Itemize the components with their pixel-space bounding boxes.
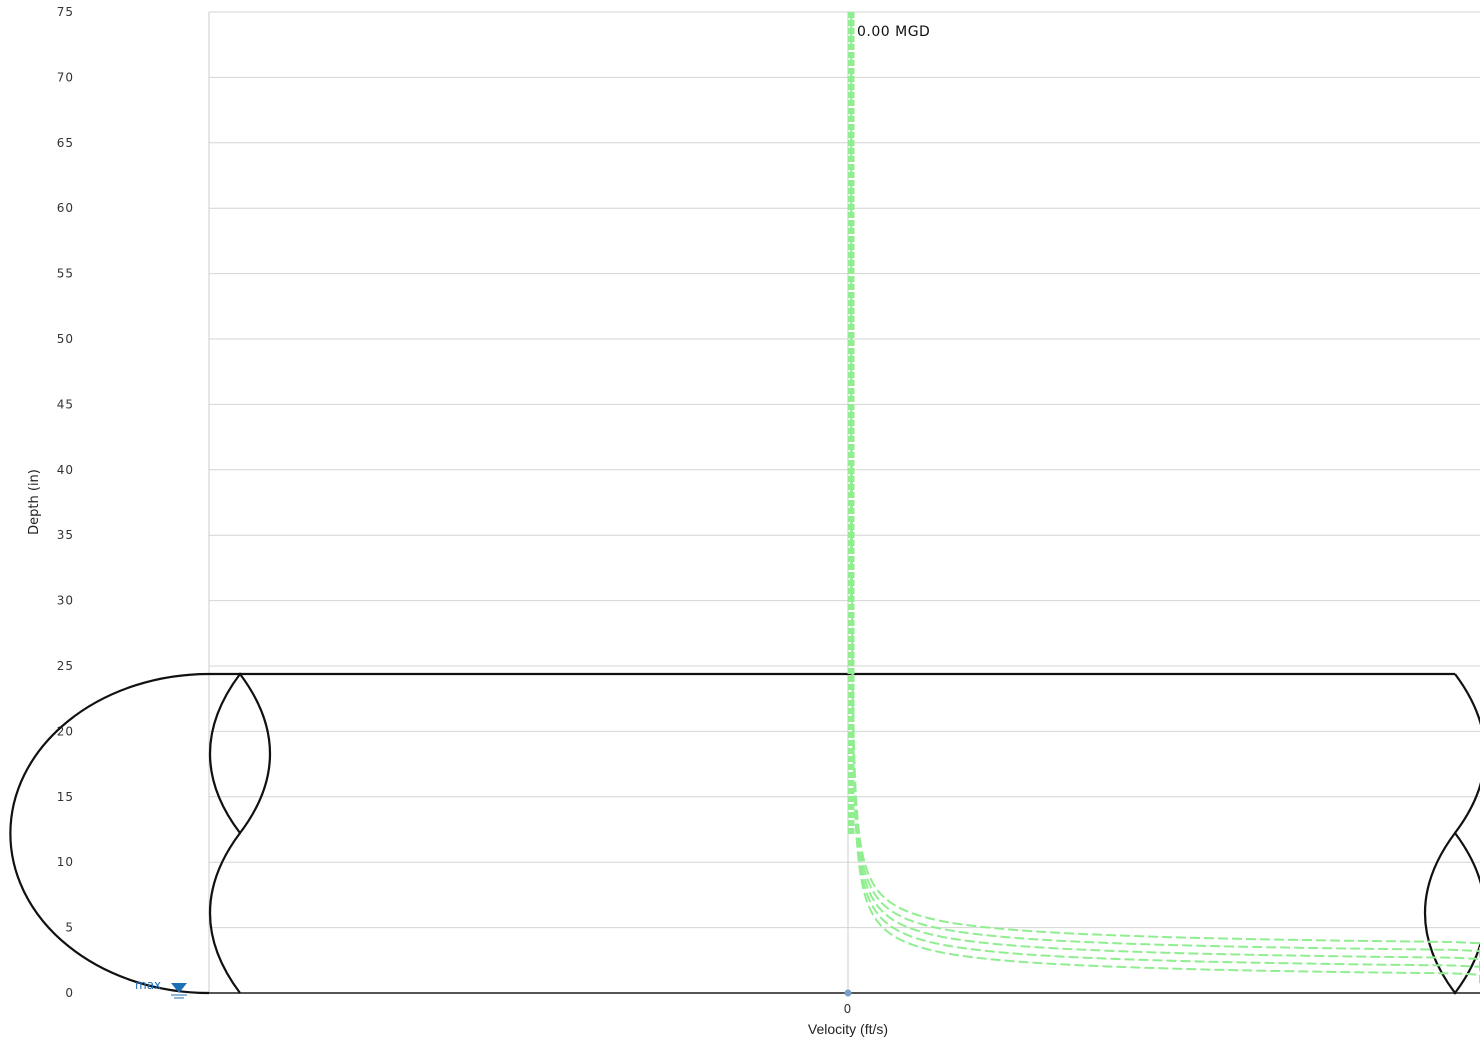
x-tick-label-0: 0 xyxy=(844,1002,853,1016)
y-tick-label: 35 xyxy=(57,528,74,542)
y-tick-label: 0 xyxy=(65,986,74,1000)
max-water-level-marker: max xyxy=(135,978,187,999)
pipe-left-lower-arc xyxy=(208,832,241,994)
pipe-right-lens xyxy=(1423,831,1480,995)
velocity-curve-line xyxy=(850,12,1480,968)
y-tick-label: 65 xyxy=(57,136,74,150)
y-tick-labels: 0 5 10 15 20 25 30 35 40 45 50 55 60 65 70 75 xyxy=(57,5,74,1000)
y-tick-label: 40 xyxy=(57,463,74,477)
velocity-curve-line xyxy=(850,12,1480,952)
x-axis-title: Velocity (ft/s) xyxy=(808,1021,888,1037)
x-origin-marker xyxy=(844,989,852,997)
y-axis-title: Depth (in) xyxy=(27,469,42,535)
velocity-curve-line xyxy=(850,12,1480,960)
velocity-curves xyxy=(847,12,1480,984)
velocity-curve-line xyxy=(850,12,1480,984)
flow-label: 0.00 MGD xyxy=(857,24,930,40)
y-tick-label: 75 xyxy=(57,5,74,19)
pipe-right-upper-arc xyxy=(1454,673,1480,834)
velocity-curve-line xyxy=(850,12,1480,976)
water-level-icon xyxy=(171,983,187,993)
pipe-cross-section xyxy=(9,672,1480,995)
pipe-left-lens xyxy=(208,672,272,835)
max-label: max xyxy=(135,978,161,992)
pipe-outer-arc xyxy=(9,672,210,995)
y-tick-label: 20 xyxy=(57,724,74,738)
y-tick-label: 10 xyxy=(57,855,74,869)
y-tick-label: 15 xyxy=(57,790,74,804)
y-tick-label: 50 xyxy=(57,332,74,346)
y-tick-label: 30 xyxy=(57,594,74,608)
y-tick-label: 55 xyxy=(57,267,74,281)
y-tick-label: 70 xyxy=(57,70,74,84)
y-tick-label: 25 xyxy=(57,659,74,673)
grid-lines xyxy=(209,11,1480,929)
y-tick-label: 60 xyxy=(57,201,74,215)
y-tick-label: 45 xyxy=(57,397,74,411)
y-tick-label: 5 xyxy=(65,921,74,935)
